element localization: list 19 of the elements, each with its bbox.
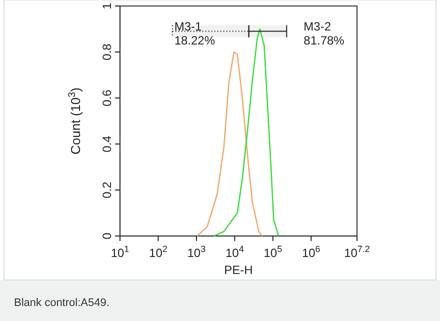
y-tick-label: 0.2 — [100, 181, 114, 198]
x-tick-label: 10$^{6}$ — [302, 244, 320, 260]
x-tick-label: 10$^{5}$ — [264, 244, 282, 260]
y-tick-label: 1 — [100, 2, 114, 10]
x-tick-label: 10$^{7.2}$ — [344, 244, 370, 260]
y-tick-label: 0 — [100, 232, 114, 240]
x-tick-label: 10$^{2}$ — [149, 244, 168, 260]
x-tick-label: 10$^{3}$ — [187, 244, 206, 260]
y-tick-label: 0.4 — [100, 135, 114, 152]
x-tick-label: 10$^{1}$ — [110, 244, 130, 260]
text: Blank control:A549. — [14, 297, 110, 309]
x-tick-label: 10$^{4}$ — [225, 244, 244, 260]
annotation: 81.78% — [304, 33, 345, 48]
band-label: M3-2 — [304, 19, 332, 34]
annotation: 18.22% — [174, 33, 216, 48]
y-tick-label: 0.8 — [100, 43, 114, 60]
y-tick-label: 0.6 — [100, 89, 114, 106]
x-axis-title: PE-H — [224, 263, 253, 277]
band-label: M3-1 — [174, 19, 202, 34]
